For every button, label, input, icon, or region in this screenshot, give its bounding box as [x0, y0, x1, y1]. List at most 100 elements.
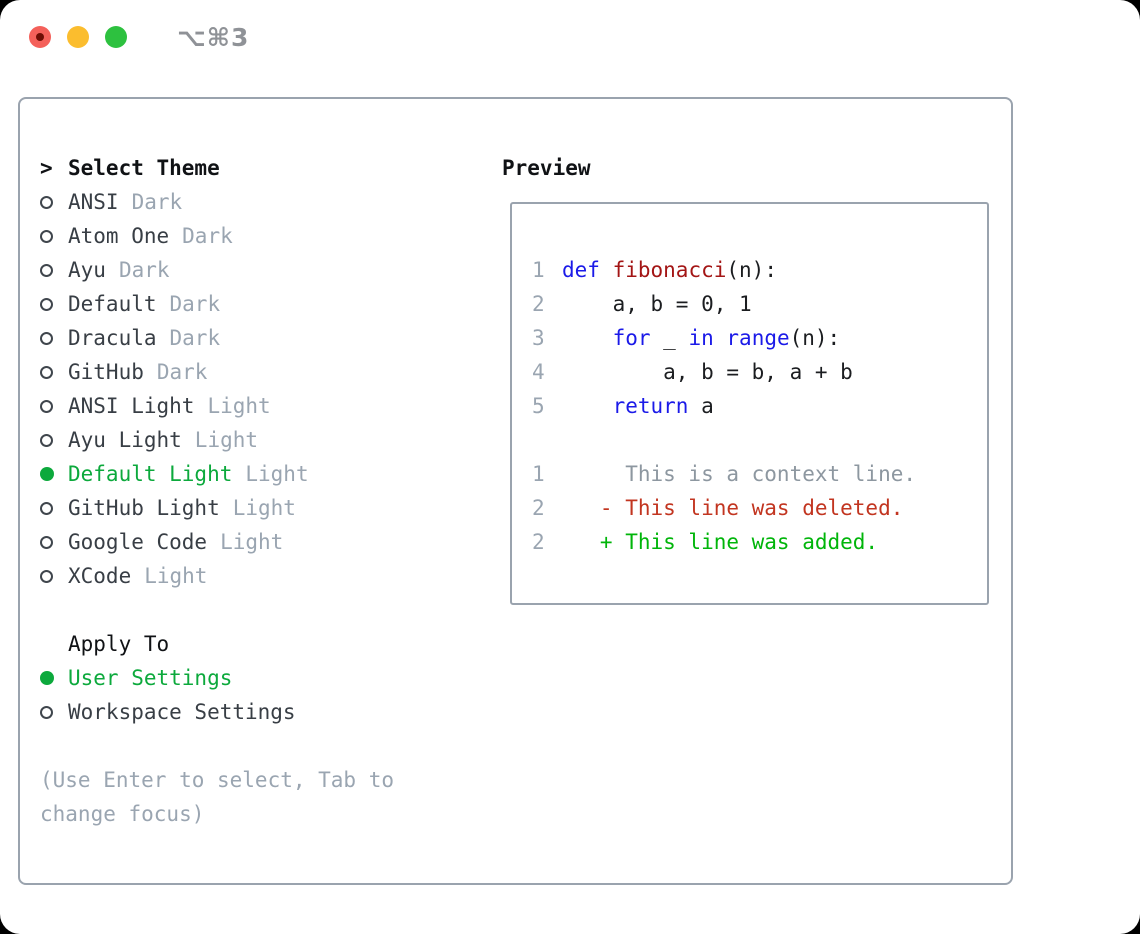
theme-list: ANSI Dark Atom One Dark Ayu Dark Default Dark Dr… — [40, 185, 480, 593]
apply-to-header: Apply To — [40, 627, 480, 661]
option-variant-label: Light — [220, 530, 284, 554]
option-variant-label: Dark — [182, 224, 233, 248]
theme-picker-panel: > Select Theme ANSI Dark Atom One Dark Ayu Dar… — [18, 97, 1013, 885]
left-column: > Select Theme ANSI Dark Atom One Dark Ayu Dar… — [40, 151, 480, 831]
line-content: a, b = b, a + b — [562, 360, 853, 384]
line-number — [532, 423, 545, 457]
radio-unselected-icon — [40, 263, 53, 277]
keyboard-hint: (Use Enter to select, Tab to change focu… — [40, 768, 395, 826]
theme-option-xcode[interactable]: XCode Light — [40, 559, 480, 593]
theme-list-title: Select Theme — [68, 156, 220, 180]
radio-unselected-icon — [40, 331, 53, 345]
marker-cell — [40, 433, 68, 447]
theme-option-default-light[interactable]: Default Light Light — [40, 457, 480, 491]
option-label: Atom One — [68, 224, 170, 248]
theme-option-dracula[interactable]: Dracula Dark — [40, 321, 480, 355]
code-line: 4 a, b = b, a + b — [532, 355, 987, 389]
radio-selected-icon — [40, 671, 54, 685]
radio-unselected-icon — [40, 297, 53, 311]
marker-cell — [40, 501, 68, 515]
line-number: 1 — [532, 258, 545, 282]
option-label: ANSI — [68, 190, 119, 214]
marker-cell — [40, 569, 68, 583]
theme-option-ayu-light[interactable]: Ayu Light Light — [40, 423, 480, 457]
theme-option-default[interactable]: Default Dark — [40, 287, 480, 321]
option-variant-label: Dark — [169, 326, 221, 350]
radio-unselected-icon — [40, 229, 53, 243]
line-content: This is a context line. — [562, 462, 917, 486]
code-line: 1 This is a context line. — [532, 457, 987, 491]
line-number: 3 — [532, 326, 545, 350]
option-label: User Settings — [68, 666, 233, 690]
radio-unselected-icon — [40, 569, 53, 583]
option-label: Ayu Light — [68, 428, 182, 452]
line-content: - This line was deleted. — [562, 496, 904, 520]
marker-cell — [40, 195, 68, 209]
marker-cell — [40, 705, 68, 719]
option-variant-label: Light — [194, 428, 259, 452]
option-variant-label: Light — [207, 394, 271, 418]
theme-option-google-code[interactable]: Google Code Light — [40, 525, 480, 559]
option-label: GitHub Light — [68, 496, 220, 520]
option-variant-label: Light — [144, 564, 208, 588]
option-label: Default Light — [68, 462, 233, 486]
option-label: Google Code — [68, 530, 208, 554]
option-label: Ayu — [68, 258, 106, 282]
option-label: XCode — [68, 564, 132, 588]
marker-cell — [40, 399, 68, 413]
line-number: 5 — [532, 394, 545, 418]
theme-list-header: > Select Theme — [40, 151, 480, 185]
zoom-button[interactable] — [105, 26, 127, 48]
option-label: Dracula — [68, 326, 157, 350]
theme-option-github[interactable]: GitHub Dark — [40, 355, 480, 389]
radio-unselected-icon — [40, 399, 53, 413]
theme-option-ansi-light[interactable]: ANSI Light Light — [40, 389, 480, 423]
line-number: 2 — [532, 496, 545, 520]
code-line: 2 a, b = 0, 1 — [532, 287, 987, 321]
apply-to-title: Apply To — [68, 632, 170, 656]
titlebar: ⌥⌘3 — [29, 23, 249, 52]
line-content: for _ in range(n): — [612, 326, 841, 350]
option-label: GitHub — [68, 360, 144, 384]
apply-option-user-settings[interactable]: User Settings — [40, 661, 480, 695]
code-line — [532, 423, 987, 457]
marker-cell — [40, 263, 68, 277]
marker-cell — [40, 467, 68, 481]
radio-unselected-icon — [40, 501, 53, 515]
apply-option-workspace-settings[interactable]: Workspace Settings — [40, 695, 480, 729]
theme-option-ayu[interactable]: Ayu Dark — [40, 253, 480, 287]
focus-caret-icon: > — [40, 156, 53, 180]
option-variant-label: Dark — [131, 190, 183, 214]
code-line: 3 for _ in range(n): — [532, 321, 987, 355]
code-line: 1 def fibonacci(n): — [532, 253, 987, 287]
line-content: def fibonacci(n): — [562, 258, 777, 282]
theme-option-ansi[interactable]: ANSI Dark — [40, 185, 480, 219]
line-number: 4 — [532, 360, 545, 384]
close-button[interactable] — [29, 26, 51, 48]
code-line: 2 + This line was added. — [532, 525, 987, 559]
marker-cell — [40, 535, 68, 549]
line-content: + This line was added. — [562, 530, 879, 554]
option-variant-label: Light — [245, 462, 309, 486]
code-line: 5 return a — [532, 389, 987, 423]
preview-title: Preview — [502, 156, 591, 180]
option-variant-label: Dark — [169, 292, 221, 316]
option-label: ANSI Light — [68, 394, 195, 418]
marker-cell — [40, 671, 68, 685]
marker-cell — [40, 229, 68, 243]
theme-option-atom-one[interactable]: Atom One Dark — [40, 219, 480, 253]
option-label: Default — [68, 292, 157, 316]
line-number: 1 — [532, 462, 545, 486]
line-content: a, b = 0, 1 — [562, 292, 752, 316]
marker-cell — [40, 331, 68, 345]
radio-unselected-icon — [40, 365, 53, 379]
radio-unselected-icon — [40, 705, 53, 719]
spacer — [40, 593, 480, 627]
minimize-button[interactable] — [67, 26, 89, 48]
theme-option-github-light[interactable]: GitHub Light Light — [40, 491, 480, 525]
option-variant-label: Dark — [156, 360, 208, 384]
line-number: 2 — [532, 292, 545, 316]
